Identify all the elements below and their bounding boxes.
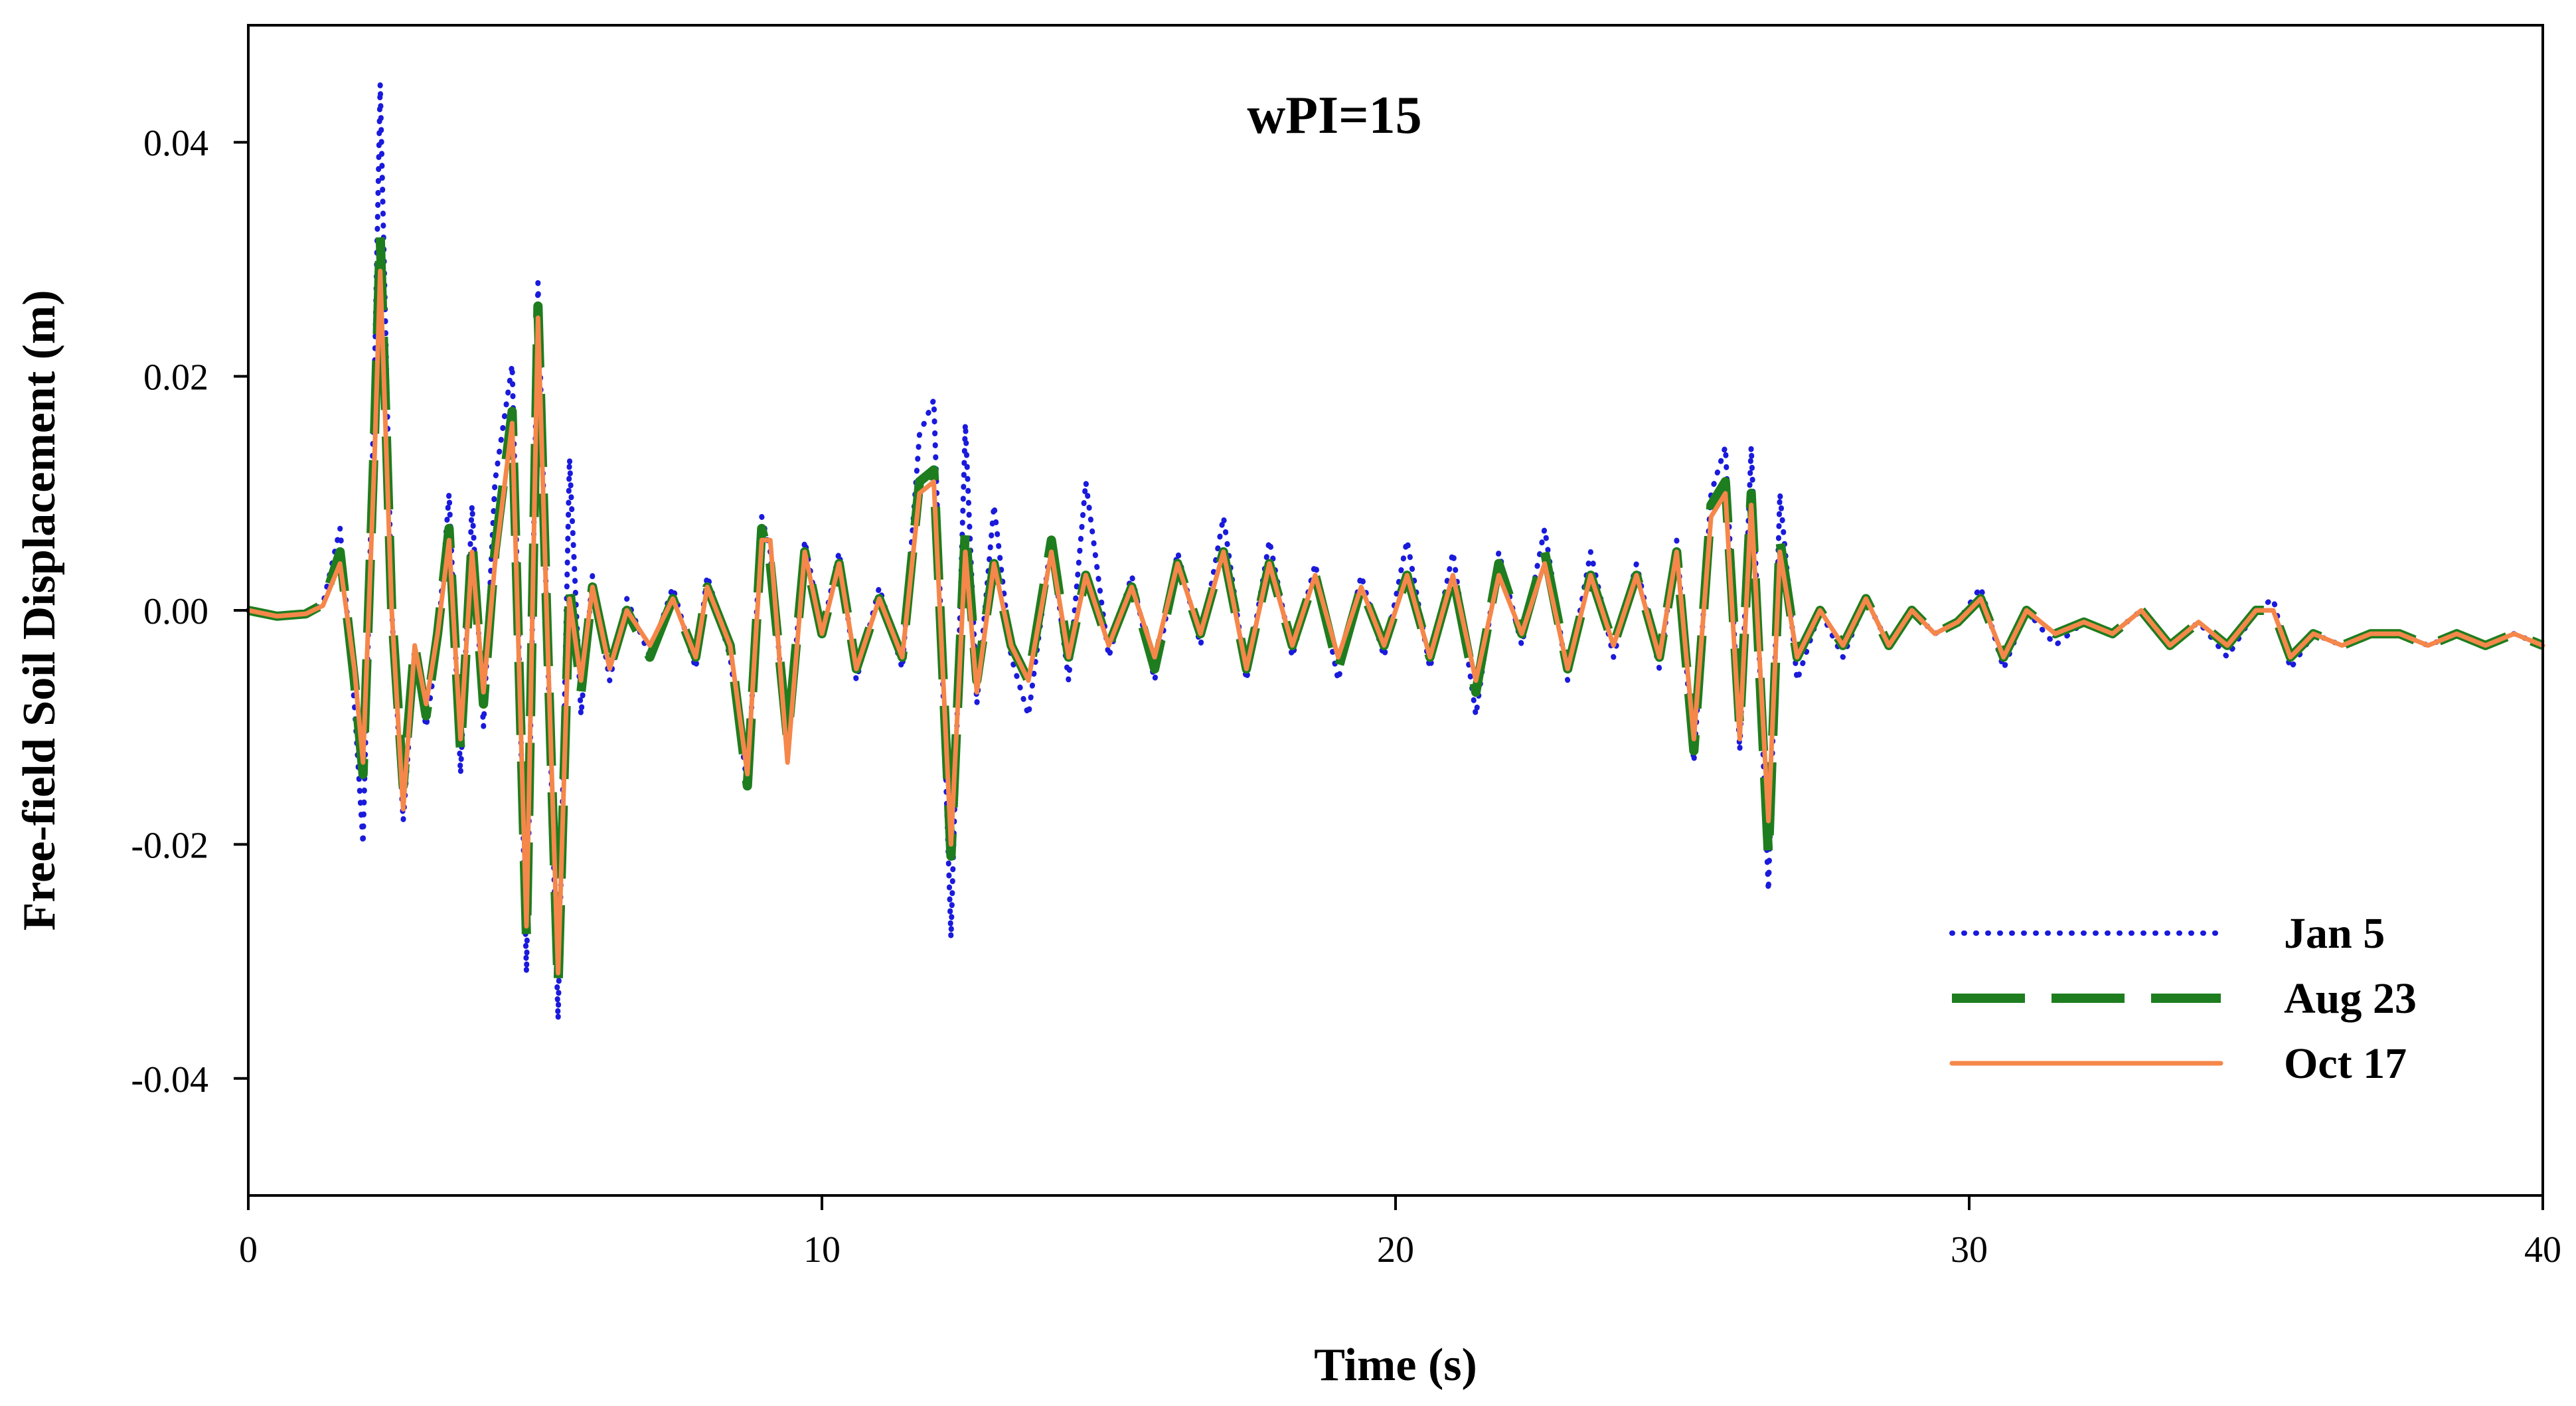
x-tick-label: 30 — [1951, 1229, 1988, 1271]
x-axis-title: Time (s) — [1314, 1340, 1477, 1391]
x-tick-label: 20 — [1377, 1229, 1414, 1271]
y-tick-label: -0.04 — [131, 1059, 208, 1100]
legend-label: Aug 23 — [2284, 974, 2417, 1023]
axis-layer: 0 10 20 30 40 -0.04 -0.02 0.00 0.02 0.04 — [131, 123, 2561, 1271]
x-tick-label: 10 — [803, 1229, 841, 1271]
y-tick-label: -0.02 — [131, 825, 208, 866]
series-line-oct-17 — [246, 268, 2545, 976]
legend-label: Jan 5 — [2284, 909, 2385, 958]
x-tick-label: 0 — [239, 1229, 258, 1271]
y-tick-label: 0.02 — [143, 357, 208, 398]
series-layer — [246, 81, 2545, 1023]
legend-label: Oct 17 — [2284, 1039, 2407, 1088]
x-tick-label: 40 — [2524, 1229, 2561, 1271]
y-tick-label: 0.00 — [143, 591, 208, 632]
y-tick-label: 0.04 — [143, 123, 208, 164]
y-axis-title: Free-field Soil Displacement (m) — [14, 290, 65, 931]
legend: Jan 5 Aug 23 Oct 17 — [1949, 909, 2417, 1088]
chart-title: wPI=15 — [1247, 86, 1421, 145]
